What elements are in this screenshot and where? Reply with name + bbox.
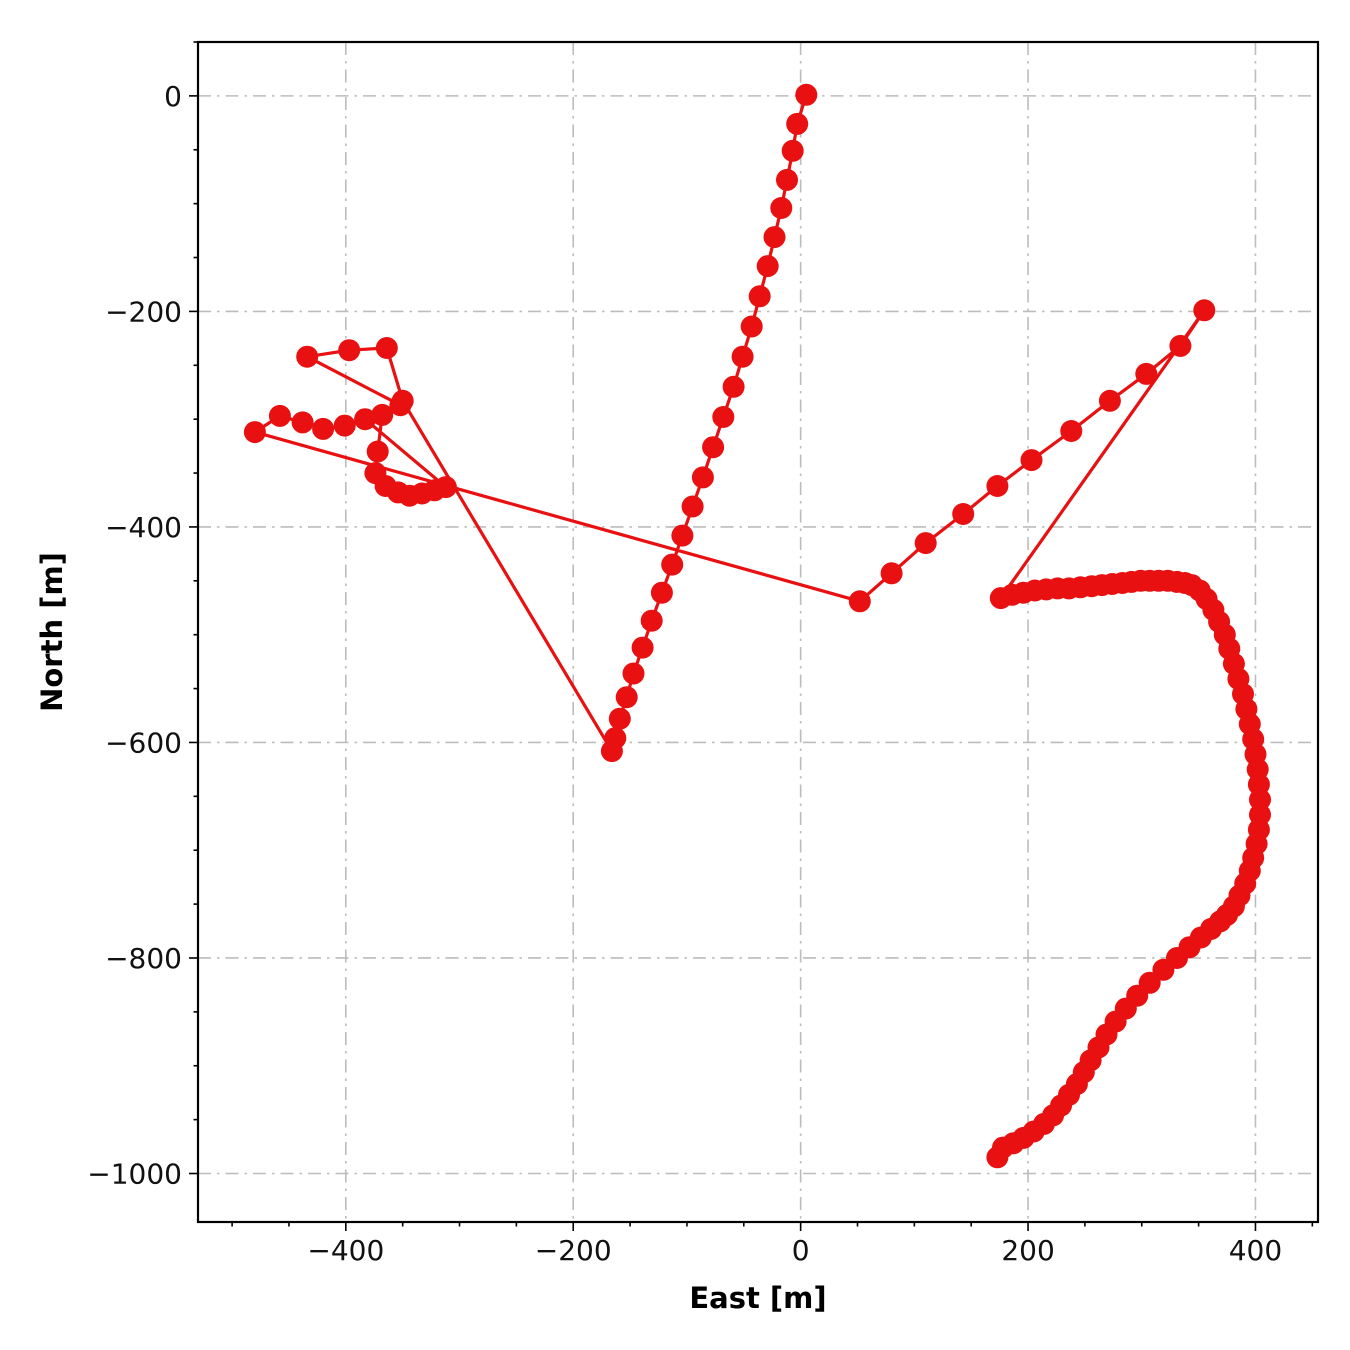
data-point	[740, 315, 763, 338]
data-point	[756, 255, 779, 278]
data-point	[880, 562, 903, 585]
y-tick-label: −800	[105, 942, 182, 975]
y-tick-label: −600	[105, 726, 182, 759]
data-point	[312, 417, 335, 440]
y-axis-label: North [m]	[35, 552, 69, 712]
x-tick-label: 400	[1229, 1234, 1282, 1267]
data-point	[763, 226, 786, 249]
x-tick-labels: −400 −200 0 200 400	[307, 1234, 1282, 1267]
data-point	[338, 339, 361, 362]
data-point	[671, 524, 694, 547]
data-point	[375, 337, 398, 359]
data-point	[366, 440, 389, 463]
data-point	[243, 421, 266, 444]
data-point	[776, 168, 798, 191]
data-point	[770, 197, 793, 219]
data-point	[781, 139, 804, 162]
data-point	[1169, 334, 1192, 357]
data-point	[952, 503, 975, 525]
x-tick-label: 0	[792, 1234, 810, 1267]
axes-spines	[196, 40, 1320, 1224]
data-point	[268, 404, 291, 427]
data-point	[681, 495, 704, 518]
data-point	[1135, 362, 1158, 385]
data-point	[661, 553, 684, 576]
data-point	[1193, 299, 1216, 322]
data-point	[731, 345, 754, 368]
trajectory-path	[253, 93, 1262, 1159]
tick-marks	[189, 41, 1314, 1231]
data-point	[640, 609, 663, 632]
y-tick-label: −400	[105, 511, 182, 544]
data-point	[986, 1146, 1009, 1169]
x-tick-label: 200	[1001, 1234, 1054, 1267]
x-axis-label: East [m]	[689, 1281, 826, 1315]
data-point	[1098, 389, 1121, 412]
y-tick-label: −200	[105, 295, 182, 328]
y-tick-label: 0	[164, 80, 182, 113]
data-point	[650, 581, 673, 604]
data-point	[848, 590, 871, 613]
data-point	[986, 475, 1009, 497]
grid	[198, 42, 1318, 1222]
y-tick-label: −1000	[87, 1158, 182, 1191]
data-point	[1249, 788, 1271, 811]
data-point	[371, 403, 394, 426]
data-point	[1020, 449, 1043, 472]
data-point	[333, 414, 356, 437]
data-point	[622, 662, 645, 685]
x-tick-label: −200	[535, 1234, 612, 1267]
y-tick-labels: 0 −200 −400 −600 −800 −1000	[87, 80, 182, 1191]
x-tick-label: −400	[307, 1234, 384, 1267]
data-point	[296, 345, 319, 368]
data-point	[722, 375, 745, 398]
data-point	[354, 408, 377, 431]
data-point	[691, 466, 714, 489]
data-point	[389, 394, 412, 417]
data-point	[291, 411, 314, 434]
data-point	[786, 112, 809, 135]
data-point	[615, 686, 638, 709]
data-point	[631, 636, 654, 659]
trajectory-markers	[243, 83, 1271, 1169]
data-point	[434, 476, 457, 499]
data-point	[748, 285, 771, 308]
data-point	[1152, 958, 1175, 981]
data-point	[1060, 420, 1083, 442]
data-point	[795, 83, 818, 106]
data-point	[702, 436, 725, 459]
data-point	[914, 532, 937, 555]
data-point	[600, 740, 623, 763]
data-point	[608, 707, 631, 730]
data-point	[712, 406, 735, 428]
